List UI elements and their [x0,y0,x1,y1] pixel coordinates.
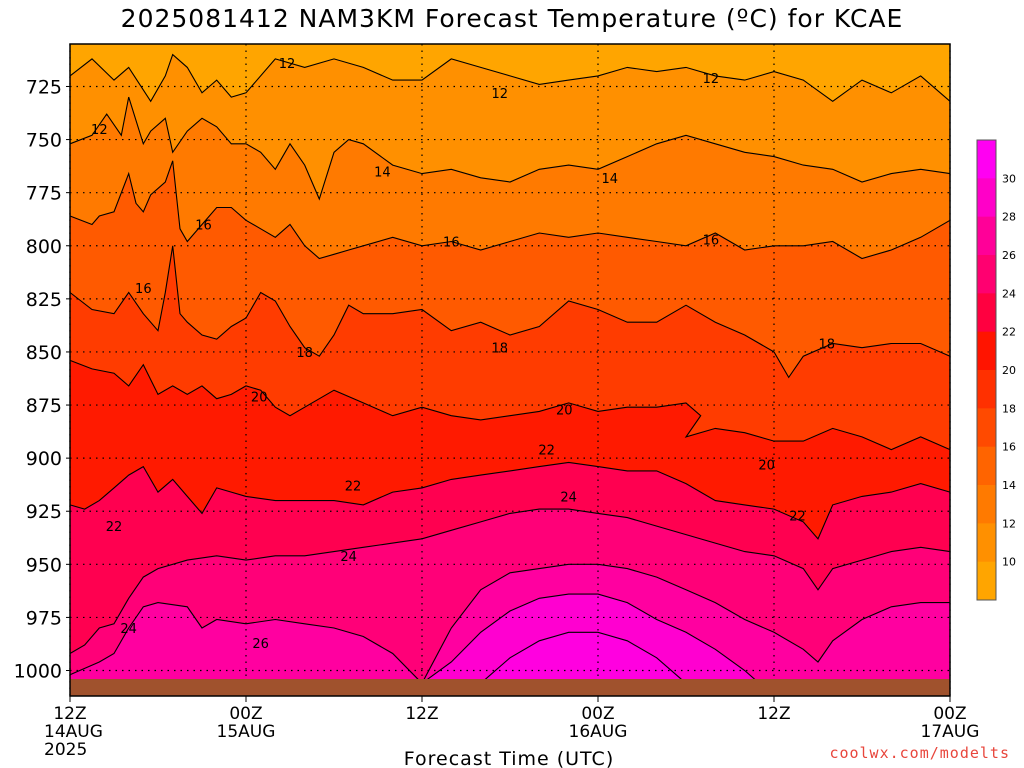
contour-label: 12 [91,123,108,138]
y-tick-label: 725 [26,76,62,98]
x-tick-label: 00Z [229,704,262,724]
colorbar-swatch [977,178,996,218]
contour-label: 18 [819,337,836,352]
colorbar-label: 16 [1002,441,1016,454]
contour-label: 20 [251,391,268,406]
contour-label: 16 [443,236,460,251]
x-tick-label: 16AUG [569,722,628,742]
contour-line-26 [69,563,950,685]
colorbar-swatch [977,446,996,486]
contour-label: 16 [135,282,152,297]
x-tick-label: 12Z [405,704,438,724]
x-tick-label: 2025 [44,740,87,760]
contour-line-20 [69,359,951,451]
contour-label: 22 [789,509,806,524]
contour-label: 24 [340,550,357,565]
contour-line-14 [69,96,951,201]
y-tick-label: 850 [26,342,62,364]
x-tick-label: 12Z [757,704,790,724]
colorbar-label: 22 [1002,326,1016,339]
colorbar-label: 18 [1002,402,1016,415]
y-tick-label: 875 [26,395,62,417]
x-axis-label: Forecast Time (UTC) [404,748,614,768]
contour-layer [69,53,951,685]
x-tick-label: 00Z [933,704,966,724]
contour-line-16 [69,160,951,260]
contour-line-30 [480,631,687,684]
colorbar-swatch [977,523,996,563]
y-tick-label: 1000 [14,661,62,683]
colorbar-label: 14 [1002,479,1016,492]
plot-frame [69,43,951,697]
colorbar-frame [976,139,997,601]
x-tick-label: 17AUG [921,722,980,742]
contour-label: 22 [538,444,555,459]
y-tick-label: 925 [26,501,62,523]
y-tick-label: 950 [26,554,62,576]
plot-fill-layer [70,44,950,697]
y-axis: 725 750 775 800 825 850 875 900 925 950 975 1000 [14,76,70,683]
contour-label: 26 [252,637,269,652]
colorbar-label: 10 [1002,556,1016,569]
contour-label: 16 [703,233,720,248]
colorbar-label: 20 [1002,364,1016,377]
colorbar-swatch [977,561,996,601]
colorbar-label: 12 [1002,517,1016,530]
x-tick-label: 15AUG [217,722,276,742]
colorbar-label: 24 [1002,287,1016,300]
y-tick-label: 800 [26,236,62,258]
contour-label: 18 [491,342,508,357]
contour-label: 22 [345,480,362,495]
colorbar-swatch [977,293,996,333]
colorbar-swatch [977,408,996,448]
colorbar: 10 12 14 16 18 20 22 24 26 28 30 [976,139,1016,601]
contour-line-18 [69,245,951,379]
colorbar-swatch [977,331,996,371]
y-tick-label: 750 [26,130,62,152]
colorbar-swatch [977,216,996,256]
ground-layer [70,679,950,696]
colorbar-swatch [977,255,996,294]
contour-line-12 [69,53,951,103]
y-tick-label: 975 [26,607,62,629]
chart-title: 2025081412 NAM3KM Forecast Temperature (… [120,4,904,33]
contour-label: 12 [491,87,508,102]
y-tick-label: 900 [26,448,62,470]
colorbar-label: 30 [1002,172,1016,185]
contour-label: 22 [106,520,123,535]
contour-label-layer: 12 12 12 12 14 14 16 16 16 16 18 18 18 20 20 20 22 22 22 22… [91,57,835,652]
x-tick-label: 12Z [53,704,86,724]
contour-label: 24 [120,622,137,637]
colorbar-label: 28 [1002,211,1016,224]
contour-label: 24 [560,490,577,505]
contour-label: 12 [703,72,720,87]
y-tick-label: 825 [26,289,62,311]
x-tick-label: 00Z [581,704,614,724]
contour-label: 14 [601,172,618,187]
contour-label: 16 [195,219,212,234]
contour-label: 12 [279,57,296,72]
contour-label: 20 [758,459,775,474]
ground-fill [70,679,950,696]
contour-line-24 [69,508,951,654]
colorbar-swatch [977,485,996,524]
watermark: coolwx.com/modelts [829,744,1010,762]
contour-label: 20 [556,403,573,418]
y-tick-label: 775 [26,183,62,205]
colorbar-swatch [977,370,996,409]
contour-label: 18 [296,346,313,361]
colorbar-swatch [977,140,996,179]
contour-line-28 [421,593,760,684]
contour-label: 14 [374,165,391,180]
contour-line-22 [69,461,951,540]
x-tick-label: 14AUG [44,722,103,742]
colorbar-label: 26 [1002,249,1016,262]
